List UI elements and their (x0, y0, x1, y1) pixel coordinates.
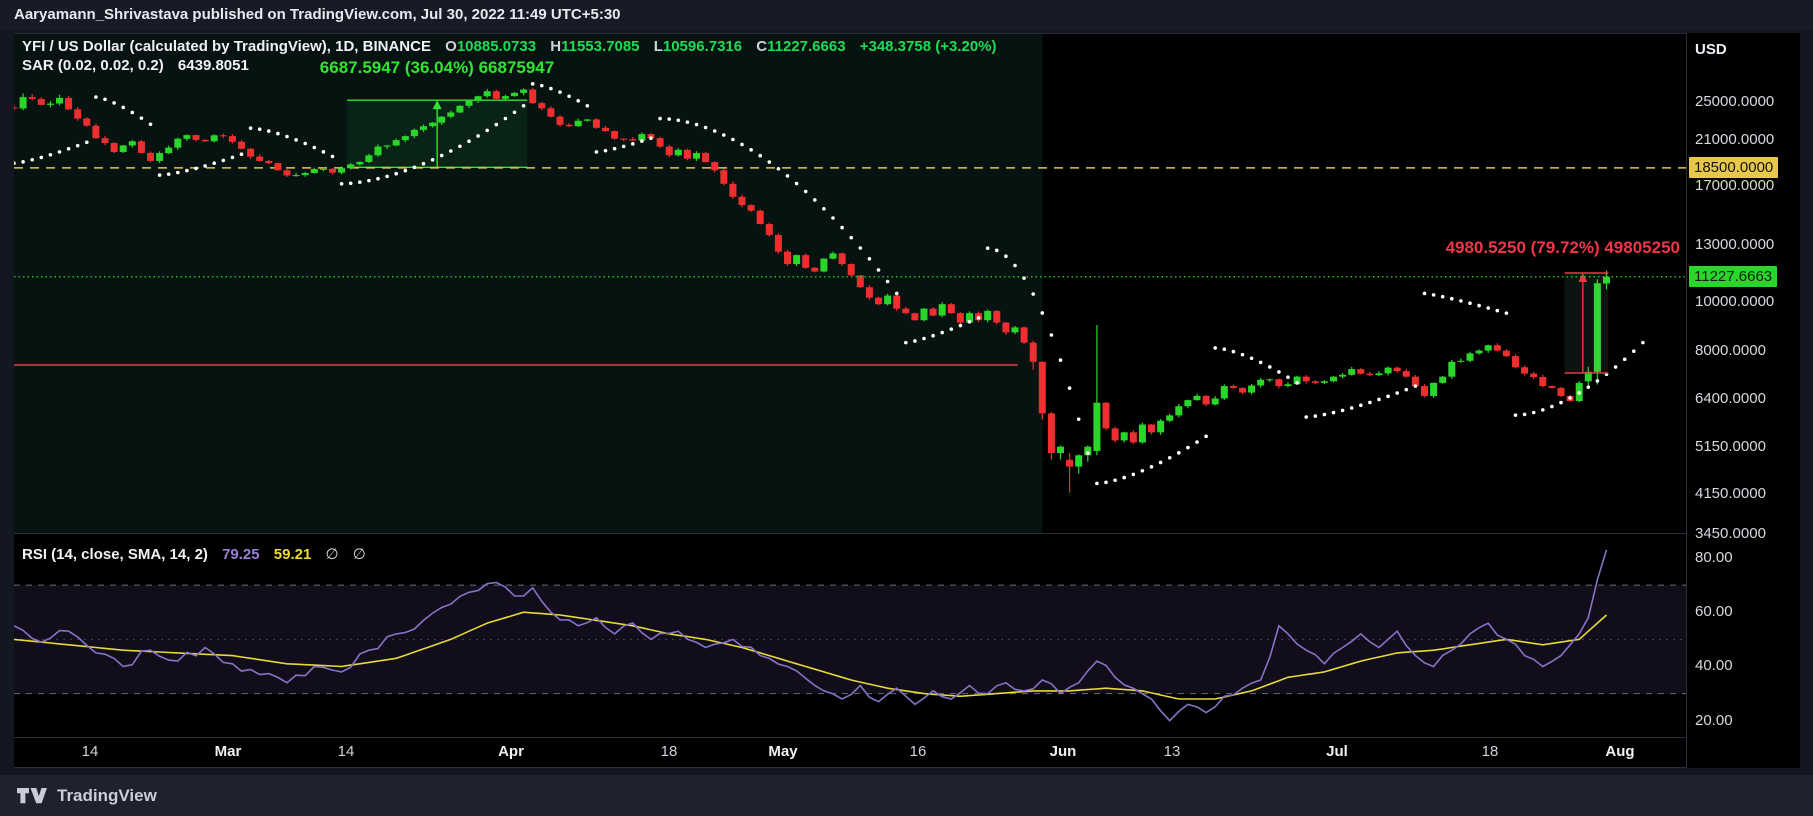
sar-title: SAR (0.02, 0.02, 0.2) (22, 57, 164, 74)
low-label: L (653, 38, 663, 55)
symbol-title: YFI / US Dollar (calculated by TradingVi… (22, 38, 431, 55)
time-tick-label: 18 (660, 743, 678, 760)
rsi-legend-row[interactable]: RSI (14, close, SMA, 14, 2) 79.25 59.21 … (22, 545, 366, 563)
chart-canvas[interactable] (14, 33, 1686, 768)
time-tick-label: May (768, 743, 798, 760)
rsi-empty-set-1: ∅ (325, 546, 339, 563)
footer-bar: TradingView (0, 775, 1813, 816)
price-tick-label: 8000.0000 (1695, 341, 1766, 359)
price-tick-label: 21000.0000 (1695, 131, 1775, 149)
time-scale[interactable]: 14 Mar 14 Apr 18 May 16 Jun 13 Jul 18 Aug (14, 737, 1686, 768)
price-tick-label: 17000.0000 (1695, 177, 1775, 195)
time-tick-label: 18 (1481, 743, 1499, 760)
price-range-label-green[interactable]: 6687.5947 (36.04%) 66875947 (319, 58, 555, 77)
time-tick-label: 13 (1163, 743, 1181, 760)
open-label: O (445, 38, 457, 55)
attribution-bar: Aaryamann_Shrivastava published on Tradi… (0, 0, 1813, 30)
time-tick-label: Jul (1326, 743, 1348, 760)
open-value: 10885.0733 (456, 38, 537, 55)
rsi-tick-label: 80.00 (1695, 549, 1733, 566)
price-scale[interactable]: USD 25000.0000 21000.0000 17000.0000 13000.… (1686, 33, 1800, 768)
currency-label: USD (1695, 41, 1727, 58)
price-tick-label: 3450.0000 (1695, 524, 1766, 542)
rsi-tick-label: 60.00 (1695, 603, 1733, 621)
price-range-label-red[interactable]: 4980.5250 (79.72%) 49805250 (1445, 238, 1680, 257)
high-label: H (550, 38, 562, 55)
rsi-title: RSI (14, close, SMA, 14, 2) (22, 546, 208, 563)
price-tick-label: 6400.0000 (1695, 390, 1766, 408)
rsi-empty-set-2: ∅ (352, 546, 366, 563)
close-value: 11227.6663 (767, 38, 846, 55)
rsi-value: 79.25 (222, 546, 260, 563)
tradingview-logo-icon[interactable] (16, 787, 48, 804)
last-price-label: 11227.6663 (1689, 265, 1778, 287)
high-value: 11553.7085 (561, 38, 640, 55)
low-value: 10596.7316 (662, 38, 743, 55)
alert-price-label: 18500.0000 (1689, 156, 1779, 178)
time-tick-label: 14 (337, 743, 355, 760)
price-tick-label: 5150.0000 (1695, 437, 1766, 455)
change-value: +348.3758 (+3.20%) (859, 38, 997, 55)
attribution-text: Aaryamann_Shrivastava published on Tradi… (14, 6, 621, 23)
time-tick-label: Aug (1605, 743, 1635, 760)
time-tick-label: Apr (498, 743, 524, 760)
price-tick-label: 4150.0000 (1695, 484, 1766, 502)
sar-value: 6439.8051 (177, 57, 249, 74)
time-tick-label: Jun (1049, 743, 1077, 760)
symbol-legend-row[interactable]: YFI / US Dollar (calculated by TradingVi… (22, 38, 997, 55)
rsi-tick-label: 40.00 (1695, 657, 1733, 675)
price-tick-label: 10000.0000 (1695, 293, 1775, 310)
brand-name[interactable]: TradingView (57, 785, 157, 805)
close-label: C (756, 38, 768, 55)
rsi-sma-value: 59.21 (273, 546, 312, 563)
rsi-tick-label: 20.00 (1695, 711, 1733, 729)
time-tick-label: 16 (909, 743, 927, 760)
sar-legend-row[interactable]: SAR (0.02, 0.02, 0.2) 6439.8051 (22, 57, 249, 74)
price-tick-label: 25000.0000 (1695, 93, 1775, 111)
time-tick-label: 14 (81, 743, 99, 760)
time-tick-label: Mar (214, 743, 242, 760)
price-tick-label: 13000.0000 (1695, 235, 1775, 253)
